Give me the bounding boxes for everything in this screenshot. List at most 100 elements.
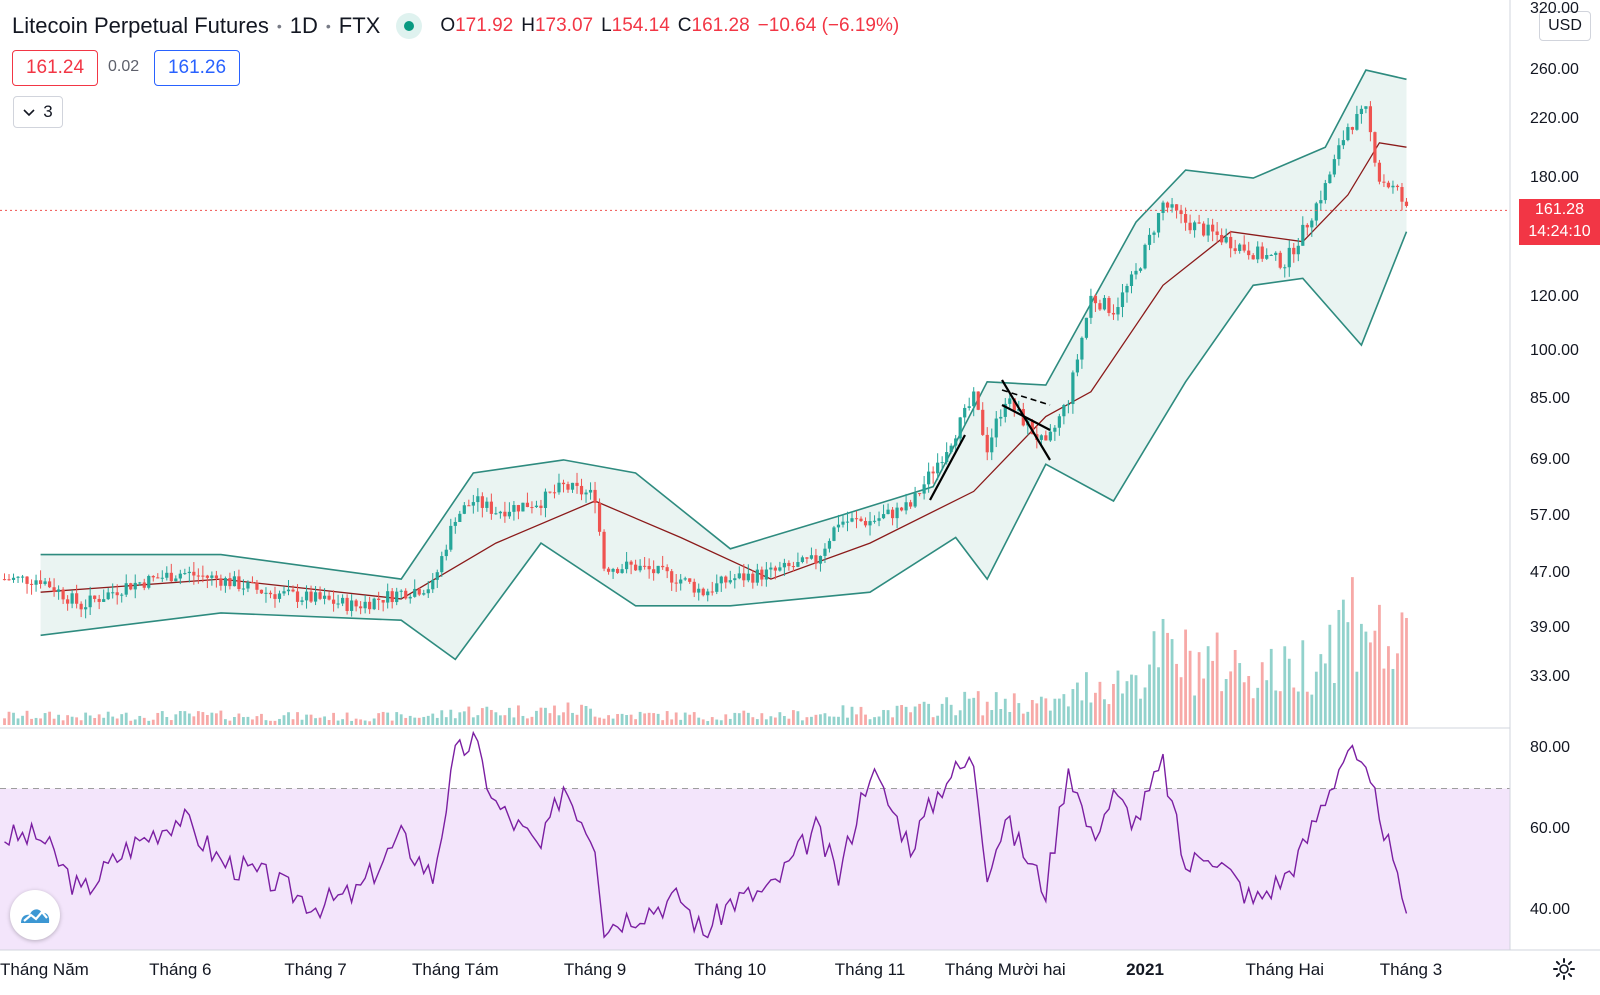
sell-button[interactable]: 161.24	[12, 50, 98, 86]
candle-body	[196, 575, 200, 577]
volume-bar	[120, 714, 124, 725]
candle-body	[422, 593, 426, 595]
candle-body	[521, 502, 525, 512]
candle-body	[1215, 231, 1219, 235]
volume-bar	[251, 719, 254, 725]
candle	[1206, 218, 1210, 242]
symbol-name[interactable]: Litecoin Perpetual Futures	[12, 13, 269, 38]
candle	[791, 561, 795, 572]
spread-value: 0.02	[108, 58, 140, 75]
gear-icon[interactable]	[1550, 955, 1578, 983]
candle	[404, 588, 408, 600]
volume-bar	[701, 719, 705, 725]
candle	[237, 569, 241, 592]
candle	[408, 594, 412, 604]
buy-button[interactable]: 161.26	[154, 50, 240, 86]
volume-bar	[1310, 694, 1314, 725]
candle-body	[331, 599, 336, 604]
candle-body	[1053, 427, 1057, 432]
change-value: −10.64 (−6.19%)	[757, 15, 900, 36]
currency-button[interactable]: USD	[1539, 11, 1591, 41]
candle	[963, 404, 967, 425]
candle-body	[241, 588, 246, 590]
candle	[755, 563, 759, 586]
volume-bar	[70, 716, 74, 725]
symbol-header[interactable]: Litecoin Perpetual Futures • 1D • FTX O1…	[12, 12, 899, 40]
candle-body	[160, 577, 164, 579]
candle-body	[1400, 187, 1404, 202]
price-tick-label: 260.00	[1530, 61, 1579, 79]
candle-body	[850, 518, 854, 522]
candle	[868, 511, 872, 536]
volume-bar	[1387, 646, 1390, 725]
volume-bar	[223, 719, 227, 725]
candle-body	[66, 599, 70, 604]
candle-body	[246, 582, 250, 589]
market-status-icon[interactable]	[396, 13, 423, 39]
volume-bar	[84, 712, 88, 725]
candle-body	[1395, 185, 1400, 188]
candle	[692, 578, 696, 598]
candle	[147, 574, 151, 590]
rsi-pane[interactable]	[0, 730, 1510, 951]
candle	[246, 580, 250, 593]
candle-body	[1224, 236, 1228, 243]
candle-body	[818, 555, 823, 564]
candle	[548, 491, 552, 494]
volume-bar	[760, 713, 764, 725]
candle	[683, 576, 687, 581]
candle-body	[1332, 159, 1336, 175]
candle	[2, 573, 7, 581]
candle	[34, 574, 38, 592]
candle-body	[543, 491, 548, 509]
candle	[1111, 304, 1116, 320]
candle	[223, 576, 227, 593]
high-value: 173.07	[534, 15, 594, 36]
volume-bar	[521, 715, 525, 725]
indicators-toggle-button[interactable]: 3	[13, 96, 63, 128]
candle-body	[498, 511, 502, 514]
candle-body	[341, 597, 345, 604]
candle	[494, 506, 498, 515]
rsi-tick-label: 80.00	[1530, 739, 1571, 757]
candle-body	[286, 589, 291, 592]
candle-body	[363, 601, 367, 609]
candle	[1211, 218, 1215, 242]
volume-bar	[976, 691, 980, 725]
volume-bar	[16, 718, 20, 725]
candle-body	[652, 569, 656, 574]
candle-body	[214, 575, 218, 579]
volume-bar	[670, 719, 674, 725]
candle	[1395, 184, 1400, 191]
volume-bar	[548, 713, 552, 725]
tradingview-logo-icon[interactable]	[10, 890, 60, 940]
candle-body	[760, 569, 764, 580]
bollinger-fill	[40, 70, 1407, 660]
volume-bar	[449, 709, 453, 725]
candle	[1386, 180, 1391, 189]
volume-bar	[643, 713, 647, 725]
candle	[782, 558, 786, 576]
candle	[395, 587, 399, 606]
candle-body	[368, 601, 372, 610]
candle	[462, 501, 466, 515]
candle	[178, 569, 182, 585]
price-tick-label: 39.00	[1530, 618, 1571, 636]
candle-body	[480, 496, 484, 508]
candle	[449, 518, 453, 552]
volume-bar	[1215, 632, 1219, 725]
volume-bar	[638, 711, 642, 725]
volume-bar	[1323, 663, 1327, 725]
candle	[1098, 299, 1102, 311]
candle-body	[106, 592, 110, 600]
candle-body	[886, 509, 890, 515]
volume-bar	[1080, 700, 1084, 725]
interval-label[interactable]: 1D	[289, 13, 318, 38]
price-pane[interactable]	[0, 69, 1510, 661]
candle	[854, 510, 859, 529]
candle	[679, 574, 683, 591]
volume-bar	[773, 717, 777, 725]
candle	[836, 514, 841, 532]
candle-body	[359, 606, 363, 609]
